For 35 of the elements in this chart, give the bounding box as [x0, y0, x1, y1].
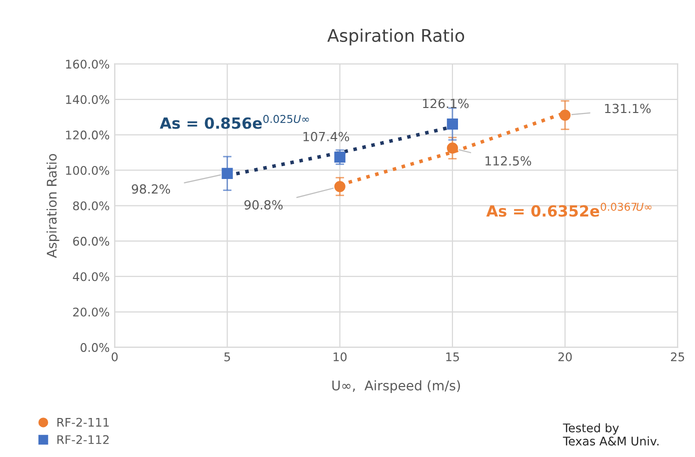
- chart-title: Aspiration Ratio: [327, 28, 464, 46]
- x-tick-label: 20: [558, 352, 572, 362]
- data-label: 112.5%: [486, 156, 532, 166]
- y-tick-label: 120.0%: [66, 130, 110, 140]
- data-label: 98.2%: [132, 184, 170, 194]
- data-label: 131.1%: [605, 104, 651, 114]
- x-tick-label: 25: [670, 352, 684, 362]
- text: Tested by Texas A&M Univ.: [562, 423, 659, 446]
- point: [222, 168, 233, 179]
- point: [446, 118, 458, 130]
- data-label: 90.8%: [244, 200, 283, 210]
- annotation: As = 0.856e$^{0.025U∞}$: [160, 114, 309, 129]
- x-tick-label: 15: [446, 352, 459, 362]
- y-tick-label: 40.0%: [72, 272, 110, 282]
- legend-label: RF-2-111: [57, 418, 109, 427]
- data-label: 126.1%: [423, 98, 469, 108]
- point: [446, 142, 458, 154]
- x-tick-label: 0: [112, 352, 118, 362]
- y-axis-title: Aspiration Ratio: [46, 154, 60, 258]
- y-tick-label: 160.0%: [66, 60, 110, 69]
- data-label: 107.4%: [304, 132, 350, 142]
- y-tick-label: 60.0%: [73, 236, 110, 246]
- point: [559, 110, 571, 121]
- y-tick-label: 0.0%: [80, 343, 110, 352]
- x-tick-label: 5: [224, 352, 230, 362]
- x-tick-label: 10: [334, 352, 347, 362]
- legend-label: RF-2-112: [57, 435, 109, 444]
- point: [334, 152, 346, 163]
- x-axis-title: U∞, Airspeed (m/s): [332, 380, 460, 394]
- y-tick-label: 20.0%: [73, 308, 110, 317]
- y-tick-label: 140.0%: [66, 95, 110, 104]
- y-tick-label: 100.0%: [66, 166, 110, 175]
- annotation: As = 0.6352e$^{0.0367U∞}$: [486, 202, 652, 217]
- y-tick-label: 80.0%: [73, 201, 110, 210]
- point: [334, 180, 346, 192]
